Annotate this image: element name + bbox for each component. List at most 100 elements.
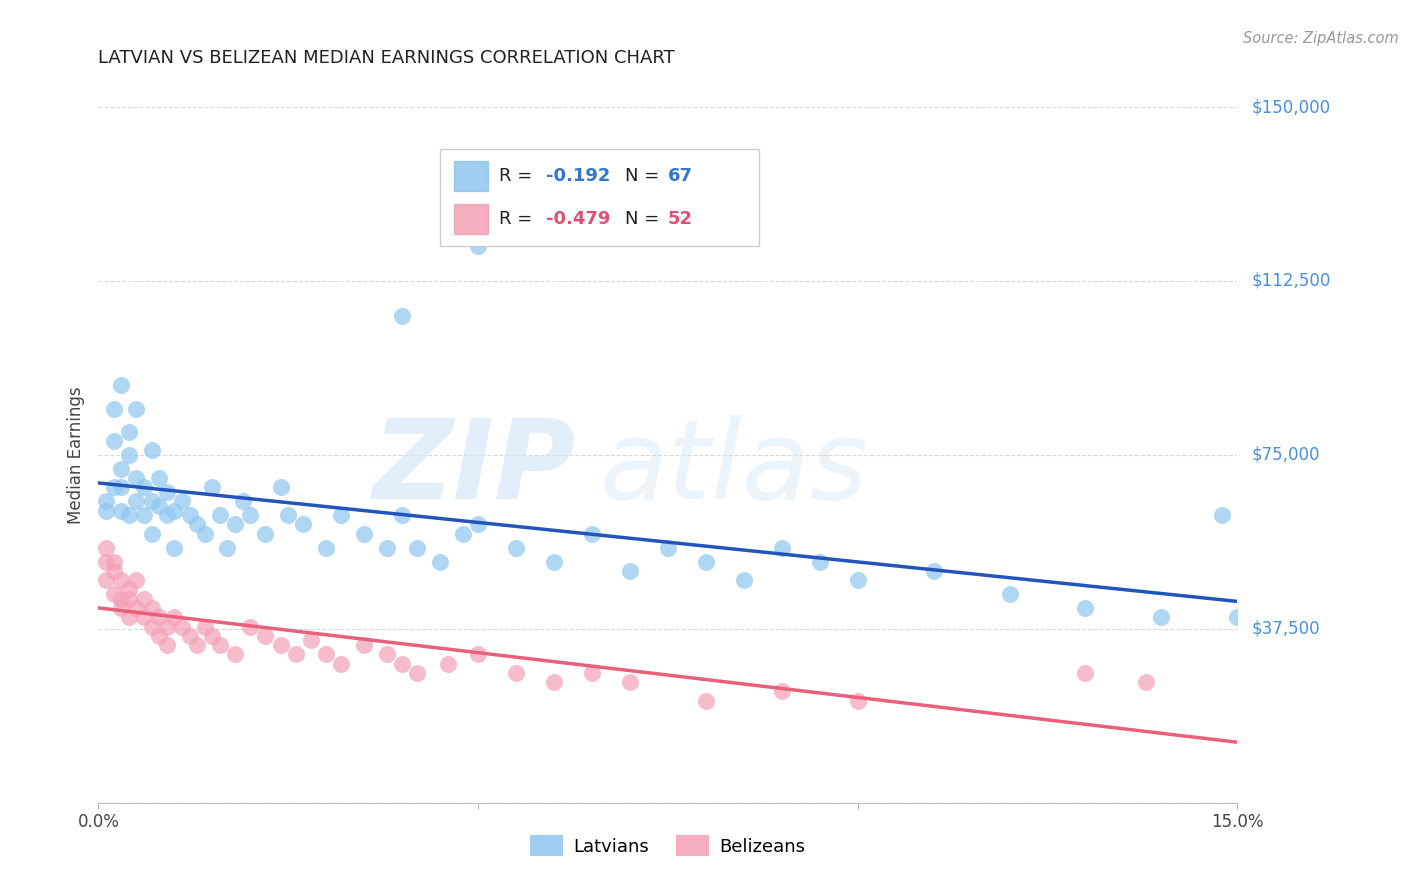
Point — [156, 485, 179, 500]
Point — [391, 657, 413, 671]
Point — [922, 564, 945, 578]
Point — [315, 541, 337, 555]
Point — [118, 448, 141, 462]
Point — [141, 601, 163, 615]
Point — [103, 587, 125, 601]
Text: 67: 67 — [668, 167, 693, 185]
Point — [194, 526, 217, 541]
Point — [118, 508, 141, 523]
Point — [208, 638, 231, 652]
Point — [148, 471, 170, 485]
Point — [141, 443, 163, 458]
Legend: Latvians, Belizeans: Latvians, Belizeans — [523, 828, 813, 863]
Point — [770, 684, 793, 698]
Point — [467, 239, 489, 253]
Point — [170, 494, 193, 508]
Point — [163, 503, 186, 517]
Text: $75,000: $75,000 — [1251, 446, 1320, 464]
Point — [375, 648, 398, 662]
Point — [451, 526, 474, 541]
Point — [353, 638, 375, 652]
Point — [94, 555, 117, 569]
Point — [110, 573, 132, 587]
Point — [429, 555, 451, 569]
Text: $150,000: $150,000 — [1251, 98, 1330, 116]
Point — [581, 665, 603, 680]
Point — [505, 665, 527, 680]
Point — [1226, 610, 1249, 624]
Point — [239, 508, 262, 523]
Text: LATVIAN VS BELIZEAN MEDIAN EARNINGS CORRELATION CHART: LATVIAN VS BELIZEAN MEDIAN EARNINGS CORR… — [98, 49, 675, 67]
Point — [436, 657, 458, 671]
Point — [292, 517, 315, 532]
Point — [330, 508, 353, 523]
Point — [505, 541, 527, 555]
Point — [201, 629, 224, 643]
Point — [125, 401, 148, 416]
Point — [103, 401, 125, 416]
Point — [1150, 610, 1173, 624]
Point — [406, 665, 429, 680]
Point — [391, 309, 413, 323]
Text: R =: R = — [499, 210, 538, 228]
Point — [998, 587, 1021, 601]
Point — [148, 610, 170, 624]
Point — [141, 619, 163, 633]
Point — [110, 378, 132, 392]
Point — [224, 648, 246, 662]
Point — [110, 480, 132, 494]
Point — [254, 629, 277, 643]
Text: 52: 52 — [668, 210, 693, 228]
Point — [733, 573, 755, 587]
Point — [125, 601, 148, 615]
Point — [118, 591, 141, 606]
Point — [1211, 508, 1233, 523]
Point — [148, 629, 170, 643]
Point — [1074, 665, 1097, 680]
Point — [1074, 601, 1097, 615]
Point — [94, 494, 117, 508]
Text: -0.479: -0.479 — [546, 210, 610, 228]
Point — [695, 555, 717, 569]
Point — [103, 434, 125, 448]
Point — [156, 638, 179, 652]
Point — [118, 582, 141, 597]
Bar — [454, 161, 488, 191]
Point — [103, 555, 125, 569]
Point — [125, 494, 148, 508]
Text: Source: ZipAtlas.com: Source: ZipAtlas.com — [1243, 31, 1399, 46]
Point — [179, 629, 201, 643]
Point — [194, 619, 217, 633]
Point — [125, 471, 148, 485]
Point — [110, 601, 132, 615]
Point — [125, 573, 148, 587]
Point — [170, 619, 193, 633]
Point — [103, 480, 125, 494]
Point — [118, 425, 141, 439]
Point — [179, 508, 201, 523]
Text: $37,500: $37,500 — [1251, 620, 1320, 638]
Point — [353, 526, 375, 541]
Point — [141, 494, 163, 508]
Point — [254, 526, 277, 541]
Y-axis label: Median Earnings: Median Earnings — [67, 386, 86, 524]
Point — [619, 675, 641, 690]
Text: N =: N = — [624, 210, 665, 228]
Text: -0.192: -0.192 — [546, 167, 610, 185]
Point — [239, 619, 262, 633]
Point — [132, 508, 155, 523]
FancyBboxPatch shape — [440, 149, 759, 246]
Point — [467, 648, 489, 662]
Point — [581, 526, 603, 541]
Point — [467, 517, 489, 532]
Point — [118, 610, 141, 624]
Point — [224, 517, 246, 532]
Point — [186, 638, 208, 652]
Point — [186, 517, 208, 532]
Point — [132, 480, 155, 494]
Point — [110, 591, 132, 606]
Point — [846, 694, 869, 708]
Point — [315, 648, 337, 662]
Bar — [454, 204, 488, 234]
Point — [299, 633, 322, 648]
